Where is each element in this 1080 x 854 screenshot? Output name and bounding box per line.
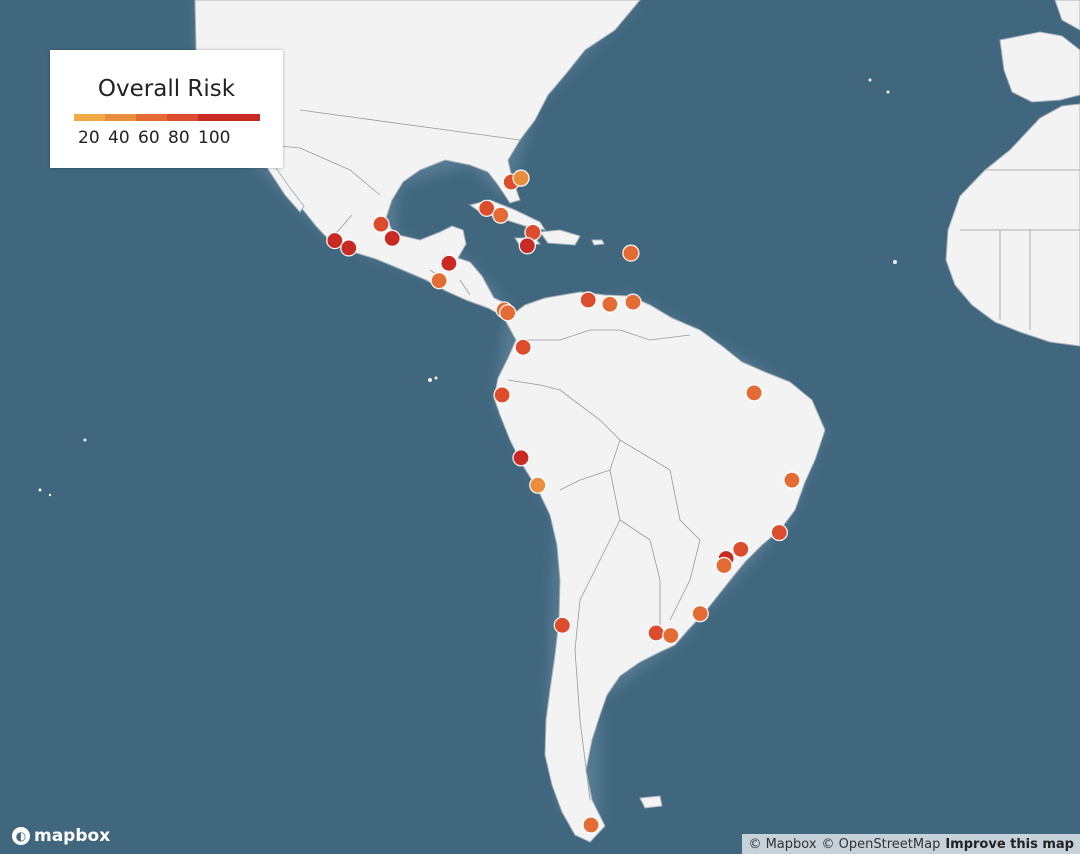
- risk-marker[interactable]: [783, 471, 801, 489]
- risk-marker[interactable]: [647, 624, 665, 642]
- mapbox-logo-icon: ◐: [12, 827, 30, 845]
- legend: Overall Risk 20 40 60 80 100: [50, 50, 283, 168]
- mapbox-logo[interactable]: ◐ mapbox: [12, 826, 110, 846]
- risk-markers: [326, 169, 801, 834]
- risk-marker[interactable]: [326, 231, 344, 250]
- legend-swatch: [74, 114, 105, 121]
- osm-attribution-link[interactable]: © OpenStreetMap: [821, 836, 941, 852]
- risk-marker[interactable]: [340, 239, 358, 257]
- risk-marker[interactable]: [622, 244, 640, 262]
- legend-tick: 80: [168, 128, 190, 148]
- legend-ticks: 20 40 60 80 100: [78, 128, 231, 148]
- legend-swatch: [105, 114, 136, 121]
- risk-marker[interactable]: [492, 206, 510, 224]
- risk-marker[interactable]: [478, 199, 496, 217]
- risk-marker[interactable]: [715, 556, 733, 575]
- mapbox-logo-text: mapbox: [34, 826, 111, 846]
- small-islands: [38, 78, 897, 497]
- risk-marker[interactable]: [732, 540, 750, 558]
- attribution: © Mapbox © OpenStreetMap Improve this ma…: [742, 834, 1080, 854]
- legend-tick: 60: [138, 128, 160, 148]
- risk-marker[interactable]: [493, 386, 511, 404]
- legend-tick: 40: [108, 128, 130, 148]
- risk-marker[interactable]: [770, 523, 788, 542]
- risk-marker[interactable]: [662, 626, 680, 645]
- land-south-america: [493, 291, 826, 843]
- risk-marker[interactable]: [499, 304, 517, 322]
- risk-marker[interactable]: [691, 605, 709, 623]
- risk-marker[interactable]: [529, 476, 547, 494]
- risk-marker[interactable]: [582, 816, 600, 834]
- risk-marker[interactable]: [601, 295, 619, 313]
- risk-marker[interactable]: [430, 272, 448, 290]
- risk-marker[interactable]: [372, 215, 390, 233]
- risk-marker[interactable]: [440, 254, 458, 272]
- risk-marker[interactable]: [518, 237, 536, 255]
- legend-color-bar: [74, 114, 260, 121]
- mapbox-attribution-link[interactable]: © Mapbox: [748, 836, 817, 852]
- legend-swatch: [136, 114, 167, 121]
- legend-tick: 20: [78, 128, 100, 148]
- legend-tick: 100: [198, 128, 231, 148]
- improve-map-link[interactable]: Improve this map: [945, 836, 1074, 852]
- risk-marker[interactable]: [745, 384, 763, 402]
- land-africa-europe: [945, 0, 1080, 347]
- risk-marker[interactable]: [383, 229, 401, 247]
- legend-title: Overall Risk: [97, 76, 236, 102]
- risk-marker[interactable]: [624, 293, 642, 311]
- legend-swatch: [229, 114, 260, 121]
- risk-marker[interactable]: [579, 291, 597, 309]
- legend-swatch: [167, 114, 198, 121]
- legend-swatch: [198, 114, 229, 121]
- risk-marker[interactable]: [514, 338, 532, 356]
- risk-marker[interactable]: [512, 449, 530, 467]
- risk-marker[interactable]: [553, 616, 571, 634]
- risk-marker[interactable]: [512, 169, 530, 187]
